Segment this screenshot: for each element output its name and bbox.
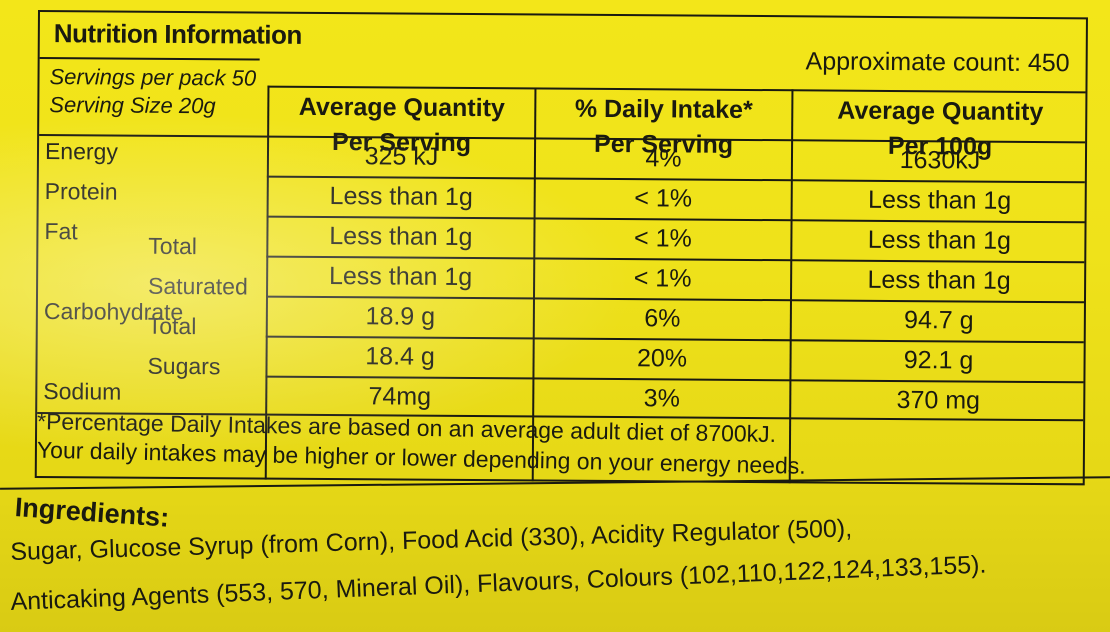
cell-per-100g: Less than 1g bbox=[868, 185, 1012, 215]
cell-per-serving: Less than 1g bbox=[329, 182, 473, 212]
row-label: Energy bbox=[44, 138, 118, 165]
nutrition-panel: Nutrition Information Approximate count:… bbox=[34, 10, 1088, 486]
cell-per-serving: 325 kJ bbox=[364, 142, 439, 171]
cell-per-serving: 18.4 g bbox=[365, 342, 435, 371]
cell-per-100g: 94.7 g bbox=[903, 306, 974, 335]
approximate-count: Approximate count: 450 bbox=[805, 47, 1070, 78]
row-label: Sodium bbox=[43, 378, 122, 405]
cell-per-100g: 370 mg bbox=[896, 386, 981, 415]
cell-daily-intake: 3% bbox=[643, 384, 680, 413]
cell-per-serving: 18.9 g bbox=[365, 302, 436, 331]
cell-daily-intake: < 1% bbox=[634, 184, 693, 213]
cell-per-100g: Less than 1g bbox=[867, 225, 1012, 255]
cell-per-100g: 1630kJ bbox=[899, 146, 981, 175]
row-sublabel: Saturated bbox=[147, 272, 248, 300]
cell-daily-intake: 4% bbox=[645, 144, 682, 173]
cell-per-serving: Less than 1g bbox=[329, 222, 473, 252]
row-sublabel: Total bbox=[147, 312, 197, 340]
cell-daily-intake: 20% bbox=[636, 344, 688, 373]
row-sublabel: Sugars bbox=[147, 352, 221, 380]
row-label: Protein bbox=[44, 178, 118, 205]
servings-per-pack: Servings per pack 50 bbox=[49, 64, 257, 91]
row-label: Fat bbox=[44, 218, 78, 245]
cell-daily-intake: < 1% bbox=[633, 264, 692, 293]
cell-per-serving: 74mg bbox=[368, 382, 432, 411]
cell-daily-intake: 6% bbox=[644, 304, 681, 333]
row-sublabel: Total bbox=[148, 232, 198, 260]
cell-per-100g: Less than 1g bbox=[867, 265, 1011, 295]
panel-title: Nutrition Information bbox=[53, 18, 302, 50]
title-divider bbox=[39, 57, 260, 61]
cell-per-serving: Less than 1g bbox=[328, 262, 473, 292]
serving-size: Serving Size 20g bbox=[49, 92, 216, 119]
cell-per-100g: 92.1 g bbox=[903, 346, 974, 375]
cell-daily-intake: < 1% bbox=[633, 224, 692, 253]
ingredients-title: Ingredients: bbox=[13, 492, 171, 533]
